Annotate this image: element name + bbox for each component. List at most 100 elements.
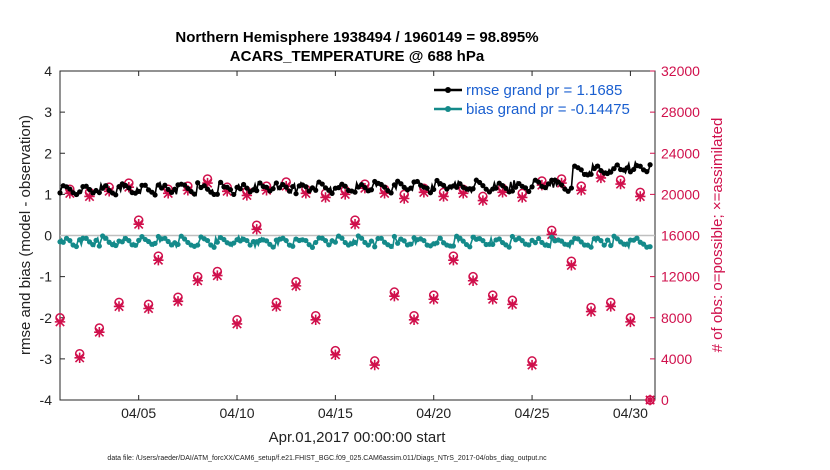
bias-point [96,243,102,249]
rmse-point [614,162,620,168]
rmse-point [231,191,237,198]
rmse-point [644,169,650,175]
rmse-point [237,186,243,192]
bias-point [119,239,125,245]
rmse-point [283,184,289,190]
bias-point [536,235,542,242]
bias-point [83,235,89,241]
rmse-point [595,163,601,169]
bias-point [303,237,309,244]
bias-point [175,241,181,248]
bias-point [136,237,142,244]
bias-point [195,242,201,248]
rmse-point [352,189,358,195]
obs-assimilated-point [143,303,154,314]
rmse-point [568,185,575,191]
rmse-point [558,182,565,188]
rmse-point [142,182,148,188]
rmse-point [440,182,447,188]
chart-title-line2: ACARS_TEMPERATURE @ 688 hPa [230,48,485,65]
rmse-point [536,179,542,185]
obs-assimilated-point [84,191,95,202]
rmse-point [454,184,460,190]
obs-assimilated-point [389,290,400,302]
rmse-point [611,166,617,172]
y-left-tick-label: 0 [44,228,52,244]
rmse-point [165,186,171,193]
rmse-point [578,167,584,173]
obs-assimilated-point [310,314,321,326]
rmse-point [290,183,296,190]
rmse-point [319,181,325,187]
obs-assimilated-point [379,188,390,199]
bias-point [496,236,502,242]
rmse-point [201,183,207,189]
rmse-point [434,177,440,184]
rmse-point [608,169,614,175]
rmse-point [637,163,643,169]
obs-assimilated-point [497,187,508,198]
bias-point [132,242,138,248]
obs-assimilated-point [340,189,351,200]
rmse-point [542,184,548,191]
rmse-point [306,188,312,194]
obs-assimilated-point [153,254,164,266]
obs-assimilated-point [625,316,636,328]
bias-point [558,238,565,244]
bias-point [549,234,555,240]
rmse-point [254,188,260,194]
obs-assimilated-point [54,316,66,328]
y-right-tick-label: 4000 [661,351,692,367]
rmse-point [588,171,594,177]
obs-assimilated-point [438,191,449,202]
bias-point [113,242,119,249]
obs-assimilated-point [241,190,253,201]
legend-bias-label: bias grand pr = -0.14475 [466,101,630,118]
bias-point [575,236,581,242]
obs-assimilated-point [172,296,184,307]
bias-point [90,242,96,248]
obs-assimilated-point [330,349,341,360]
obs-assimilated-point [94,326,105,338]
obs-assimilated-point [192,275,203,286]
bias-point [506,244,512,250]
bias-point [545,242,552,249]
rmse-point [391,182,397,188]
rmse-point [57,190,63,196]
rmse-point [336,185,342,191]
bias-point [290,243,296,249]
bias-point [162,235,168,241]
obs-assimilated-point [320,192,331,203]
x-tick-label: 04/30 [613,405,648,421]
bias-point [93,237,99,243]
bias-point [640,241,647,247]
obs-assimilated-point [517,192,528,203]
bias-point [519,238,525,244]
rmse-point [67,186,73,192]
bias-point [601,242,607,248]
rmse-point [480,183,486,189]
bias-point [526,242,532,248]
bias-point [126,237,132,244]
rmse-point [388,190,394,196]
obs-assimilated-point [221,186,233,197]
obs-assimilated-point [507,299,518,310]
rmse-point [86,186,93,193]
bias-point [332,239,338,245]
obs-assimilated-point [261,185,272,196]
rmse-point [181,182,188,188]
rmse-point [631,166,637,173]
rmse-point [493,185,499,191]
rmse-point [303,184,309,190]
obs-assimilated-point [566,260,577,271]
rmse-point [545,181,552,187]
obs-assimilated-point [605,301,616,312]
rmse-point [270,186,276,192]
rmse-point [293,191,299,197]
bias-point [368,238,375,244]
y-left-tick-label: -1 [40,269,53,285]
obs-assimilated-point [418,187,430,198]
rmse-point [414,178,420,185]
bias-point [60,239,66,245]
obs-assimilated-point [64,188,76,199]
